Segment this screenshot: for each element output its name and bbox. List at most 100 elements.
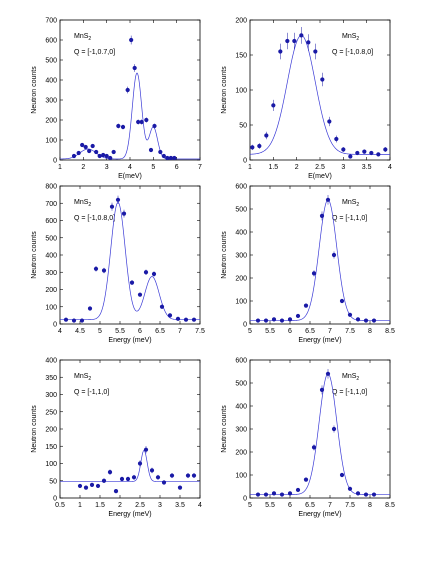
x-tick-label: 5.5	[115, 328, 125, 335]
x-tick-label: 6.5	[305, 328, 315, 335]
data-point	[143, 447, 149, 452]
data-point	[355, 491, 361, 496]
x-tick-label: 7.5	[195, 328, 205, 335]
data-point	[87, 306, 93, 311]
data-point	[369, 150, 374, 156]
data-point	[177, 485, 183, 490]
data-point	[334, 136, 339, 142]
data-point	[279, 318, 285, 323]
data-point	[80, 142, 85, 148]
plot-frame	[249, 359, 391, 499]
y-tick-label: 300	[235, 427, 247, 434]
data-point	[295, 487, 301, 493]
x-tick-label: 8	[368, 328, 372, 335]
y-axis-label: Neutron counts	[221, 231, 228, 279]
sample-label: MnS2	[74, 373, 91, 382]
data-point	[101, 268, 107, 273]
sample-name: MnS	[342, 373, 357, 380]
x-tick-label: 3	[105, 164, 109, 171]
fit-curve	[249, 35, 390, 155]
x-tick-label: 5.5	[265, 328, 275, 335]
q-vector-label: Q = [-1,1,0]	[332, 389, 367, 396]
chart-panel-bottom-left: 0.5 1 1.5 2 2.5 3 3.5 4 0 50 100 150 200 250 300 350 400…	[31, 358, 202, 519]
data-point	[89, 482, 95, 487]
data-point	[287, 491, 293, 496]
y-tick-label: 200	[45, 427, 57, 434]
x-tick-label: 8	[368, 502, 372, 509]
data-point	[111, 149, 116, 155]
sample-name: MnS	[342, 33, 357, 40]
data-point	[137, 292, 143, 297]
y-tick-label: 500	[45, 235, 57, 242]
sample-label: MnS2	[342, 199, 359, 208]
y-tick-label: 100	[235, 299, 247, 306]
data-point	[331, 426, 337, 432]
y-tick-label: 250	[45, 409, 57, 416]
data-point	[278, 49, 283, 54]
y-tick-label: 0	[53, 158, 57, 165]
data-point	[348, 154, 353, 159]
data-point	[295, 313, 301, 319]
data-point	[355, 150, 360, 156]
y-tick-label: 150	[45, 444, 57, 451]
data-point	[148, 147, 154, 153]
x-tick-label: 7.5	[345, 328, 355, 335]
data-point	[255, 318, 261, 323]
x-tick-label: 3.5	[175, 502, 185, 509]
y-tick-label: 600	[45, 218, 57, 225]
data-point	[347, 486, 353, 491]
data-point	[279, 492, 285, 497]
data-point	[119, 476, 125, 482]
y-tick-label: 400	[235, 230, 247, 237]
x-tick-label: 1.5	[268, 164, 278, 171]
x-tick-label: 4	[58, 328, 62, 335]
data-point	[257, 143, 262, 149]
x-tick-label: 6	[288, 502, 292, 509]
y-tick-label: 200	[45, 287, 57, 294]
x-tick-label: 2	[81, 164, 85, 171]
x-tick-label: 7	[328, 328, 332, 335]
y-tick-label: 200	[235, 276, 247, 283]
x-tick-label: 7	[178, 328, 182, 335]
data-point	[303, 303, 309, 308]
x-tick-label: 3	[158, 502, 162, 509]
data-point	[287, 317, 293, 322]
q-vector-label: Q = [-1,0.8,0]	[332, 49, 373, 56]
y-axis-label: Neutron counts	[221, 66, 228, 114]
data-point	[159, 304, 165, 309]
x-tick-label: 2.5	[135, 502, 145, 509]
data-point	[299, 33, 304, 38]
data-point	[158, 149, 163, 155]
y-tick-label: 0	[243, 496, 247, 503]
data-point	[129, 37, 134, 43]
data-point	[113, 489, 119, 494]
data-point	[306, 40, 311, 45]
sample-subscript: 2	[88, 202, 91, 208]
fit-curve	[250, 373, 390, 495]
data-point	[285, 38, 290, 44]
data-point	[255, 492, 261, 497]
data-point	[191, 473, 197, 478]
plot-frame	[59, 185, 201, 325]
data-point	[168, 155, 173, 161]
y-tick-label: 200	[45, 118, 57, 125]
y-tick-label: 300	[45, 98, 57, 105]
data-point	[87, 148, 92, 154]
x-tick-label: 0.5	[55, 502, 65, 509]
data-point	[341, 147, 346, 152]
data-point	[95, 483, 101, 489]
data-point	[139, 119, 144, 125]
data-point	[131, 475, 137, 480]
data-point	[137, 461, 143, 466]
chart-panel-top-left: 1 2 3 4 5 6 7 0 100 200 300 400 500 600 700 E(meV) Neutr…	[31, 18, 202, 181]
data-point	[71, 153, 77, 159]
data-point	[320, 77, 325, 82]
data-point	[129, 280, 135, 285]
plot-frame	[249, 185, 391, 325]
data-point	[107, 470, 113, 475]
data-point	[325, 197, 331, 202]
data-point	[116, 123, 121, 129]
data-point	[161, 480, 167, 485]
data-point	[108, 155, 113, 161]
